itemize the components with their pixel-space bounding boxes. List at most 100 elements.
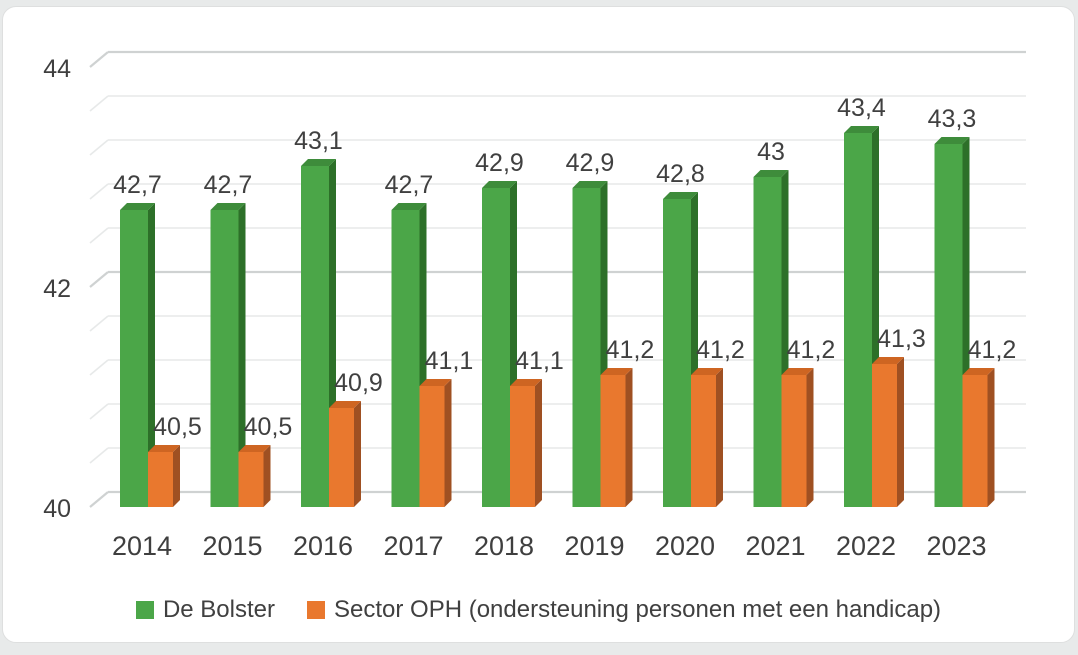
legend-label-de-bolster: De Bolster xyxy=(162,596,275,623)
bar-side xyxy=(263,445,271,507)
x-axis-label: 2020 xyxy=(655,531,715,561)
bar-top xyxy=(510,379,542,386)
bar-top xyxy=(391,203,427,210)
x-axis-label: 2016 xyxy=(293,531,353,561)
bar-de-bolster-2023 xyxy=(934,144,963,507)
x-axis-label: 2022 xyxy=(836,531,896,561)
x-axis-label: 2014 xyxy=(112,531,172,561)
bar-top xyxy=(962,368,995,375)
bar-top xyxy=(572,181,608,188)
bar-top xyxy=(210,203,246,210)
grid-depth-connector xyxy=(89,227,109,244)
bar-top xyxy=(301,159,336,166)
bar-top xyxy=(600,368,633,375)
bar-side xyxy=(987,368,995,507)
value-label-de-bolster: 42,9 xyxy=(475,149,524,177)
bar-sector-oph-2018 xyxy=(510,386,535,507)
bar-de-bolster-2015 xyxy=(210,210,239,507)
bar-side xyxy=(444,379,452,507)
bar-de-bolster-2022 xyxy=(844,133,872,507)
value-label-de-bolster: 43,3 xyxy=(928,105,977,133)
grid-depth-connector xyxy=(89,271,109,288)
bar-top xyxy=(691,368,723,375)
grid-depth-connector xyxy=(89,403,109,420)
grid-depth-connector xyxy=(89,183,109,200)
bar-top xyxy=(844,126,879,133)
bar-top xyxy=(753,170,789,177)
bar-top xyxy=(663,192,698,199)
bar-side xyxy=(148,203,155,507)
bar-sector-oph-2015 xyxy=(238,452,264,507)
bar-sector-oph-2016 xyxy=(329,408,354,507)
chart-svg: 40 42 44 42,7 40,5 2014 42,7 40,5 2015 43,1 40,9 20… xyxy=(43,50,1026,561)
x-axis-label: 2019 xyxy=(564,531,624,561)
value-label-sector-oph: 40,5 xyxy=(244,413,293,441)
grid-depth-connector xyxy=(89,51,109,68)
x-axis-label: 2018 xyxy=(474,531,534,561)
bar-side xyxy=(806,368,814,507)
bar-top xyxy=(781,368,814,375)
y-tick-label: 42 xyxy=(43,275,71,303)
chart-card: 40 42 44 42,7 40,5 2014 42,7 40,5 2015 43,1 40,9 20… xyxy=(2,6,1075,643)
x-axis-label: 2015 xyxy=(202,531,262,561)
bar-sector-oph-2017 xyxy=(419,386,445,507)
chart-legend: De Bolster Sector OPH (ondersteuning per… xyxy=(3,591,1074,629)
grid-depth-connector xyxy=(89,95,109,112)
value-label-de-bolster: 43,4 xyxy=(837,94,886,122)
bar-top xyxy=(148,445,180,452)
legend-label-sector-oph: Sector OPH (ondersteuning personen met e… xyxy=(334,596,942,623)
bar-side xyxy=(716,368,723,507)
y-tick-label: 44 xyxy=(43,55,71,83)
bar-sector-oph-2023 xyxy=(962,375,988,507)
value-label-sector-oph: 40,5 xyxy=(153,413,202,441)
bar-de-bolster-2019 xyxy=(572,188,601,507)
bar-sector-oph-2021 xyxy=(781,375,807,507)
value-label-sector-oph: 41,1 xyxy=(425,347,474,375)
bar-top xyxy=(419,379,452,386)
bar-top xyxy=(482,181,517,188)
legend-item-de-bolster: De Bolster xyxy=(135,596,275,624)
grid-depth-connector xyxy=(89,447,109,464)
bar-de-bolster-2020 xyxy=(663,199,691,507)
x-axis-label: 2021 xyxy=(745,531,805,561)
bar-top xyxy=(872,357,904,364)
value-label-sector-oph: 40,9 xyxy=(334,369,383,397)
bar-sector-oph-2020 xyxy=(691,375,716,507)
bar-de-bolster-2021 xyxy=(753,177,782,507)
value-label-sector-oph: 41,2 xyxy=(787,336,836,364)
value-label-de-bolster: 42,9 xyxy=(566,149,615,177)
value-label-sector-oph: 41,2 xyxy=(606,336,655,364)
bar-top xyxy=(934,137,970,144)
value-label-sector-oph: 41,2 xyxy=(968,336,1017,364)
legend-item-sector-oph: Sector OPH (ondersteuning personen met e… xyxy=(307,596,941,624)
grid-depth-connector xyxy=(89,491,109,508)
value-label-de-bolster: 42,7 xyxy=(204,171,253,199)
bar-top xyxy=(238,445,271,452)
legend-swatch-orange-icon xyxy=(307,601,325,619)
value-label-de-bolster: 43 xyxy=(757,138,785,166)
grid-depth-connector xyxy=(89,139,109,156)
value-label-sector-oph: 41,1 xyxy=(515,347,564,375)
bar-de-bolster-2016 xyxy=(301,166,329,507)
value-label-sector-oph: 41,2 xyxy=(696,336,745,364)
bar-de-bolster-2018 xyxy=(482,188,510,507)
bar-side xyxy=(535,379,542,507)
bar-de-bolster-2014 xyxy=(120,210,148,507)
bar-side xyxy=(625,368,633,507)
bar-top xyxy=(120,203,155,210)
bar-side xyxy=(173,445,180,507)
value-label-de-bolster: 42,7 xyxy=(113,171,162,199)
bar-sector-oph-2019 xyxy=(600,375,626,507)
x-axis-label: 2017 xyxy=(383,531,443,561)
bar-top xyxy=(329,401,361,408)
bar-sector-oph-2014 xyxy=(148,452,173,507)
bar-side xyxy=(238,203,246,507)
x-axis-label: 2023 xyxy=(926,531,986,561)
grid-depth-connector xyxy=(89,359,109,376)
y-tick-label: 40 xyxy=(43,495,71,523)
bar-de-bolster-2017 xyxy=(391,210,420,507)
grid-depth-connector xyxy=(89,315,109,332)
value-label-sector-oph: 41,3 xyxy=(877,325,926,353)
legend-swatch-green-icon xyxy=(135,601,154,619)
bar-side xyxy=(354,401,361,507)
